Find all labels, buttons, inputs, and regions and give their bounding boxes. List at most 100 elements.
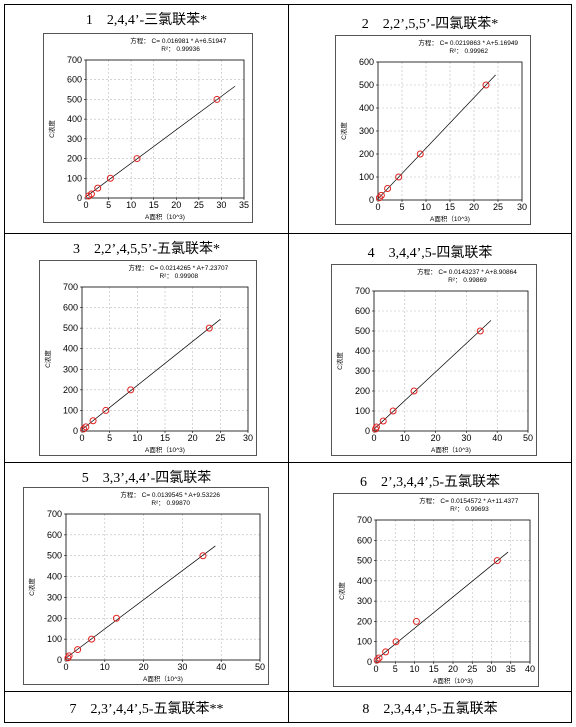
y-tick-label: 0 (367, 657, 372, 667)
x-tick-label: 5 (399, 202, 404, 212)
equation-label: 方程： C= 0.0219863 * A+5.16949 (418, 38, 518, 47)
fit-line (81, 319, 221, 430)
x-tick-label: 20 (448, 664, 458, 674)
cell-2: 2 2,2’,5,5’-四氯联苯* 方程： C= 0.0219863 * A+5… (288, 4, 572, 234)
x-axis-label: A面积（10^3) (431, 445, 471, 454)
x-tick-label: 10 (132, 433, 142, 443)
y-tick-label: 700 (355, 286, 370, 296)
data-point (493, 557, 501, 565)
y-tick-label: 500 (67, 94, 82, 104)
data-point (127, 386, 135, 394)
chart-frame: 方程： C= 0.0219863 * A+5.16949 R²： 0.99962 0… (335, 35, 531, 225)
y-tick-label: 400 (47, 572, 62, 582)
data-point (476, 327, 484, 335)
data-point (88, 635, 96, 643)
chart-frame: 方程： C= 0.0154572 * A+11.4377 R²： 0.99693 0… (333, 493, 539, 687)
x-axis-label: A面积（10^3) (145, 212, 185, 221)
x-tick-label: 5 (107, 433, 112, 443)
y-tick-label: 0 (73, 426, 78, 436)
data-point (379, 417, 387, 425)
r-squared-label: R²： 0.99962 (449, 48, 488, 55)
data-point (205, 324, 213, 332)
x-tick-label: 35 (239, 200, 249, 210)
y-tick-label: 200 (63, 385, 78, 395)
x-tick-label: 40 (492, 433, 502, 443)
x-tick-label: 10 (409, 664, 419, 674)
cell-1: 1 2,4,4’-三氯联苯* 方程： C= 0.016981 * A+6.519… (4, 4, 289, 234)
x-tick-label: 35 (506, 664, 516, 674)
r-squared-label: R²： 0.99693 (450, 506, 489, 513)
y-axis-label: C浓度 (337, 582, 346, 600)
x-tick-label: 0 (371, 433, 376, 443)
chart-frame: 方程： C= 0.0214265 * A+7.23707 R²： 0.99908 0… (39, 260, 257, 456)
x-tick-label: 15 (445, 202, 455, 212)
x-tick-label: 0 (373, 664, 378, 674)
fit-line (85, 85, 236, 197)
data-point (377, 191, 385, 199)
y-tick-label: 100 (63, 405, 78, 415)
fit-line (377, 74, 496, 200)
equation-label: 方程： C= 0.0214265 * A+7.23707 (128, 263, 228, 272)
y-tick-label: 500 (357, 556, 372, 566)
x-tick-label: 30 (243, 433, 253, 443)
data-point (372, 423, 380, 431)
y-tick-label: 700 (47, 509, 62, 519)
x-tick-label: 30 (486, 664, 496, 674)
data-point (373, 656, 381, 664)
y-tick-label: 300 (47, 592, 62, 602)
r-squared-label: R²： 0.99936 (161, 46, 200, 53)
r-squared-label: R²： 0.99870 (151, 500, 190, 507)
fit-line (373, 320, 492, 430)
x-tick-label: 50 (523, 433, 533, 443)
x-tick-label: 0 (63, 662, 68, 672)
data-point (375, 654, 383, 662)
y-axis-label: C浓度 (339, 122, 348, 140)
data-point (82, 423, 90, 431)
y-tick-label: 100 (355, 406, 370, 416)
y-tick-label: 500 (47, 551, 62, 561)
data-point (133, 155, 141, 163)
y-tick-label: 100 (67, 173, 82, 183)
y-tick-label: 100 (47, 634, 62, 644)
y-tick-label: 400 (359, 103, 374, 113)
x-tick-label: 0 (375, 202, 380, 212)
data-point (89, 417, 97, 425)
x-tick-label: 20 (188, 433, 198, 443)
y-tick-label: 200 (47, 613, 62, 623)
x-tick-label: 40 (216, 662, 226, 672)
data-point (412, 617, 420, 625)
cell-title: 4 3,4,4’,5-四氯联苯 (367, 246, 493, 261)
x-tick-label: 0 (83, 200, 88, 210)
cell-8: 8 2,3,4,4’,5-五氯联苯 (288, 691, 572, 723)
x-tick-label: 25 (467, 664, 477, 674)
x-tick-label: 30 (517, 202, 527, 212)
y-tick-label: 0 (57, 655, 62, 665)
cell-title: 8 2,3,4,4’,5-五氯联苯 (362, 702, 498, 717)
x-tick-label: 20 (139, 662, 149, 672)
chart-frame: 方程： C= 0.0139545 * A+9.53226 R²： 0.99870 0… (23, 487, 269, 685)
x-tick-label: 15 (149, 200, 159, 210)
y-axis-label: C浓度 (335, 352, 344, 370)
data-point (213, 95, 221, 103)
y-tick-label: 700 (357, 515, 372, 525)
equation-label: 方程： C= 0.0139545 * A+9.53226 (120, 490, 220, 499)
data-point (112, 614, 120, 622)
cell-title: 6 2’,3,4,4’,5-五氯联苯 (360, 475, 500, 490)
cell-4: 4 3,4,4’,5-四氯联苯 方程： C= 0.0143237 * A+8.9… (288, 233, 572, 463)
equation-label: 方程： C= 0.0154572 * A+11.4377 (419, 496, 519, 505)
y-tick-label: 300 (357, 596, 372, 606)
data-point (199, 552, 207, 560)
data-point (375, 194, 383, 202)
x-axis-label: A面积（10^3) (145, 445, 185, 454)
x-tick-label: 50 (255, 662, 265, 672)
y-tick-label: 100 (357, 637, 372, 647)
x-axis-label: A面积（10^3) (433, 676, 473, 685)
y-axis-label: C浓度 (27, 578, 36, 596)
y-tick-label: 200 (355, 386, 370, 396)
fit-line (65, 545, 216, 659)
y-axis-label: C浓度 (43, 350, 52, 368)
x-tick-label: 30 (216, 200, 226, 210)
